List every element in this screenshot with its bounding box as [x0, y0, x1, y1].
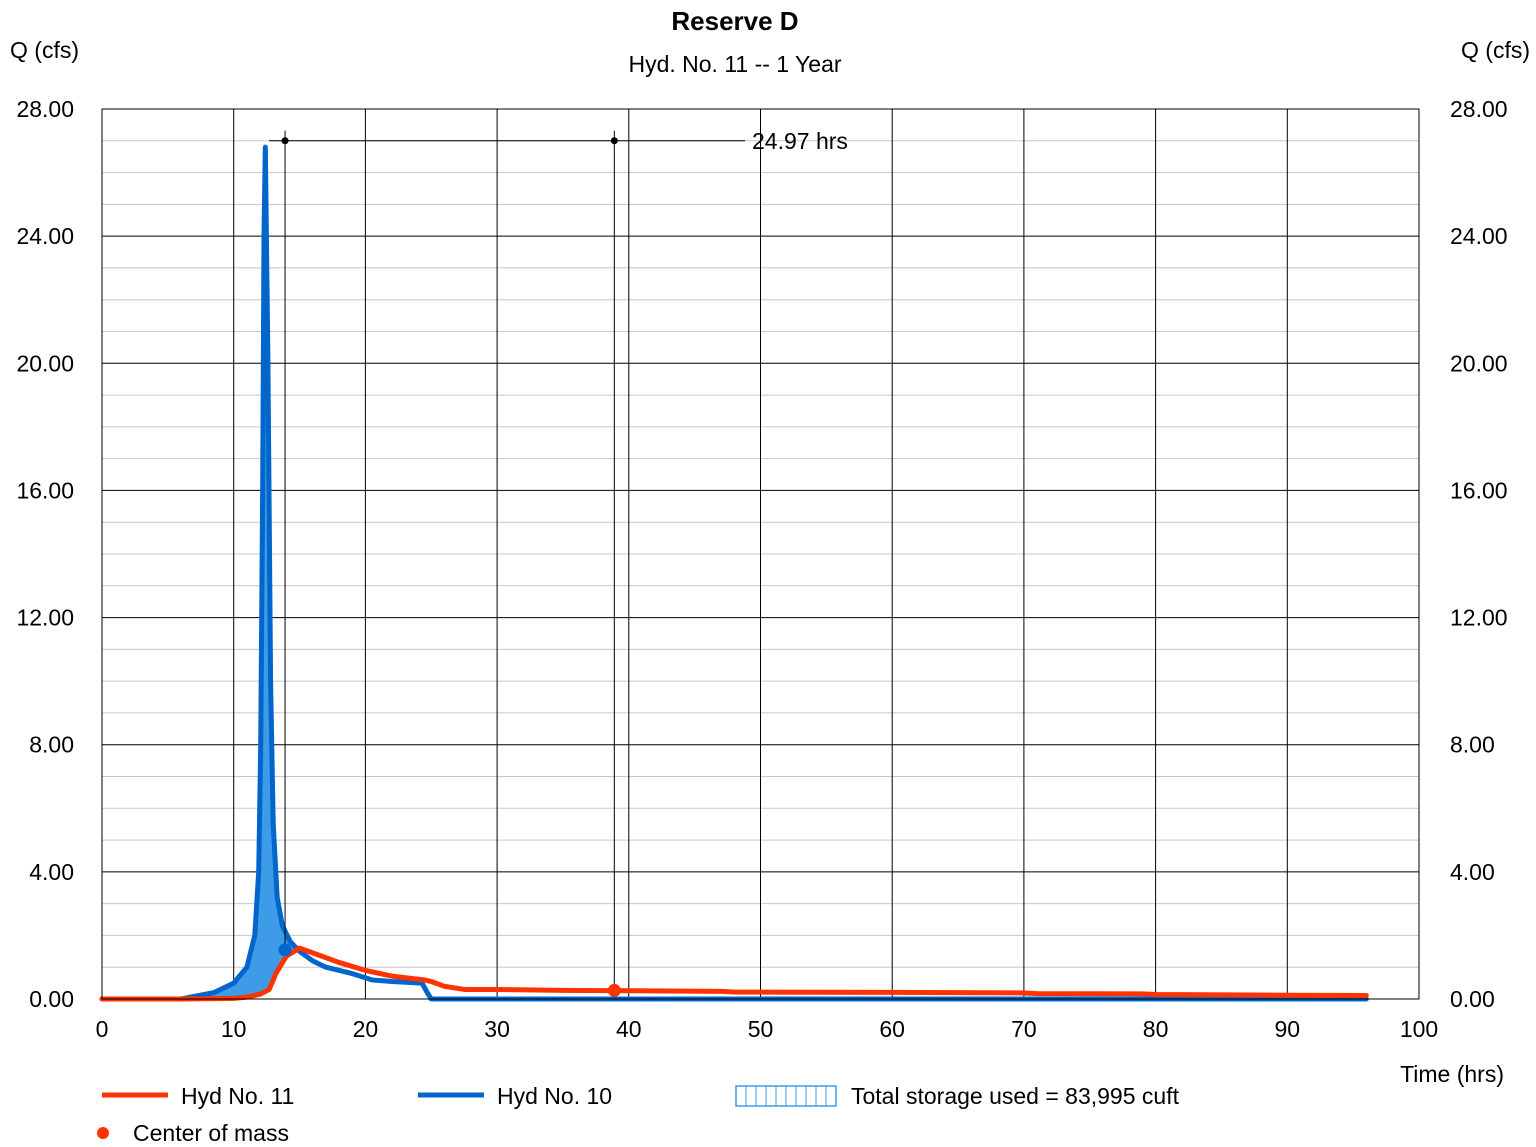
series-hyd-11-line [99, 945, 1369, 1002]
annotation-marker-start [281, 137, 289, 145]
major-gridlines [102, 109, 1419, 999]
y-tick-labels-left: 0.00 4.00 8.00 12.00 16.00 20.00 24.00 28.00 [16, 96, 74, 1012]
series-hyd-10-line [99, 144, 1369, 1002]
x-tick-label: 30 [484, 1016, 510, 1042]
y-tick-label-left: 12.00 [16, 605, 74, 631]
y-tick-label-left: 28.00 [16, 96, 74, 122]
y-tick-label-right: 28.00 [1450, 96, 1508, 122]
x-tick-label: 90 [1275, 1016, 1301, 1042]
x-tick-label: 100 [1400, 1016, 1438, 1042]
series-layer [99, 144, 1369, 1002]
y-tick-label-right: 12.00 [1450, 605, 1508, 631]
x-axis-label: Time (hrs) [1400, 1061, 1504, 1087]
legend-storage-swatch [735, 1085, 837, 1107]
x-tick-label: 80 [1143, 1016, 1169, 1042]
y-tick-label-right: 8.00 [1450, 732, 1495, 758]
x-tick-label: 20 [353, 1016, 379, 1042]
storage-area-layer [181, 147, 298, 999]
y-axis-label-right: Q (cfs) [1461, 37, 1530, 63]
x-tick-label: 0 [96, 1016, 109, 1042]
annotation-layer: 24.97 hrs [269, 128, 848, 991]
annotation-label: 24.97 hrs [752, 128, 848, 154]
y-tick-label-left: 8.00 [29, 732, 74, 758]
center-of-mass-outflow [607, 983, 621, 997]
y-tick-labels-right: 0.00 4.00 8.00 12.00 16.00 20.00 24.00 28.00 [1450, 96, 1508, 1012]
y-tick-label-left: 4.00 [29, 859, 74, 885]
x-tick-label: 50 [748, 1016, 774, 1042]
y-tick-label-left: 0.00 [29, 986, 74, 1012]
y-tick-label-right: 0.00 [1450, 986, 1495, 1012]
y-tick-label-left: 24.00 [16, 223, 74, 249]
y-tick-label-left: 20.00 [16, 350, 74, 376]
annotation-marker-end [610, 137, 618, 145]
y-axis-label-left: Q (cfs) [10, 37, 79, 63]
legend: Hyd No. 11 Hyd No. 10 Total storage used… [97, 1083, 1180, 1146]
legend-label-center-of-mass: Center of mass [133, 1120, 289, 1146]
legend-label-storage: Total storage used = 83,995 cuft [851, 1083, 1180, 1109]
plot-frame [101, 108, 1420, 1000]
chart-title: Reserve D [671, 6, 798, 36]
y-tick-label-left: 16.00 [16, 477, 74, 503]
legend-label-hyd-11: Hyd No. 11 [181, 1083, 294, 1109]
storage-area [181, 147, 298, 999]
y-tick-label-right: 24.00 [1450, 223, 1508, 249]
y-tick-label-right: 4.00 [1450, 859, 1495, 885]
center-of-mass-inflow [278, 943, 292, 957]
x-tick-label: 60 [879, 1016, 905, 1042]
legend-center-of-mass-marker [97, 1127, 109, 1139]
chart-subtitle: Hyd. No. 11 -- 1 Year [628, 51, 841, 77]
center-of-mass-layer [278, 943, 621, 997]
y-tick-label-right: 20.00 [1450, 350, 1508, 376]
x-tick-label: 40 [616, 1016, 642, 1042]
x-tick-label: 10 [221, 1016, 247, 1042]
y-tick-label-right: 16.00 [1450, 477, 1508, 503]
x-tick-label: 70 [1011, 1016, 1037, 1042]
x-tick-labels: 0 10 20 30 40 50 60 70 80 90 100 [96, 1016, 1439, 1042]
legend-label-hyd-10: Hyd No. 10 [497, 1083, 612, 1109]
